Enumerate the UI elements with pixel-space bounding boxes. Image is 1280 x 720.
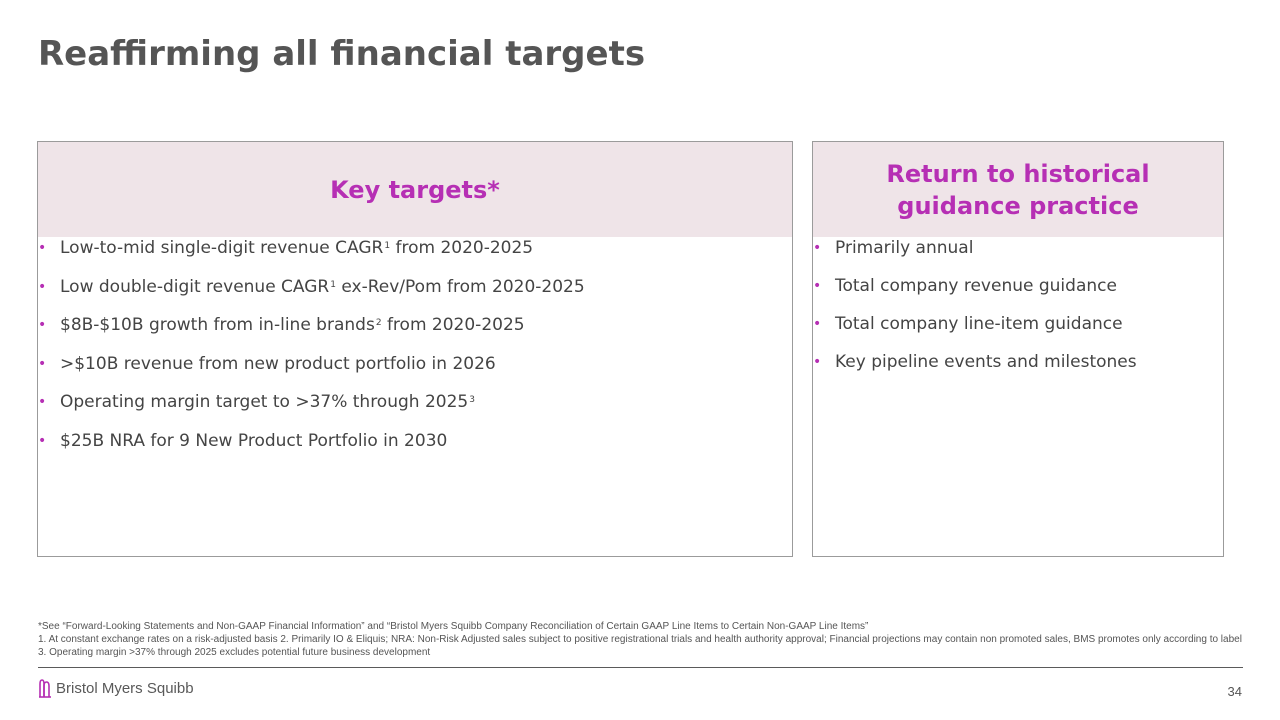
key-targets-header: Key targets* [38,142,792,237]
bms-logo-icon [39,679,51,698]
key-targets-heading: Key targets* [330,175,500,204]
bullet-icon: • [813,354,822,370]
footnotes: *See “Forward-Looking Statements and Non… [38,620,1243,659]
footer-divider [38,667,1243,668]
list-item: • Total company line-item guidance [813,314,1123,334]
bullet-icon: • [38,317,47,333]
key-targets-list: • Low-to-mid single-digit revenue CAGR1 f… [38,237,792,452]
guidance-header: Return to historical guidance practice [813,142,1223,237]
list-item: • >$10B revenue from new product portfoli… [38,353,496,374]
bullet-icon: • [38,394,47,410]
page-number: 34 [1227,684,1242,699]
guidance-list: • Primarily annual • Total company revenue… [813,237,1223,373]
guidance-panel: Return to historical guidance practice •… [812,141,1224,557]
bullet-icon: • [38,355,47,372]
bullet-icon: • [38,432,47,449]
bullet-icon: • [813,278,822,294]
list-item: • Primarily annual [813,238,974,258]
list-item: • Total company revenue guidance [813,276,1117,296]
logo-text: Bristol Myers Squibb [56,679,194,697]
footnote-line: 1. At constant exchange rates on a risk-… [38,634,1242,658]
bullet-icon: • [38,278,47,295]
list-item: • $25B NRA for 9 New Product Portfolio in… [38,430,448,451]
list-item: • Key pipeline events and milestones [813,352,1137,372]
guidance-heading: Return to historical guidance practice [886,159,1150,220]
bullet-icon: • [813,240,822,256]
list-item: • $8B-$10B growth from in-line brands2 fr… [38,315,525,335]
list-item: • Low-to-mid single-digit revenue CAGR1 f… [38,238,534,258]
company-logo: Bristol Myers Squibb [38,678,194,698]
list-item: • Operating margin target to >37% through… [38,392,475,412]
key-targets-panel: Key targets* • Low-to-mid single-digit re… [37,141,793,557]
page-title: Reaffirming all financial targets [38,34,646,74]
bullet-icon: • [813,316,822,332]
footnote-line: *See “Forward-Looking Statements and Non… [38,621,869,632]
bullet-icon: • [38,240,47,256]
list-item: • Low double-digit revenue CAGR1 ex-Rev/P… [38,276,585,297]
